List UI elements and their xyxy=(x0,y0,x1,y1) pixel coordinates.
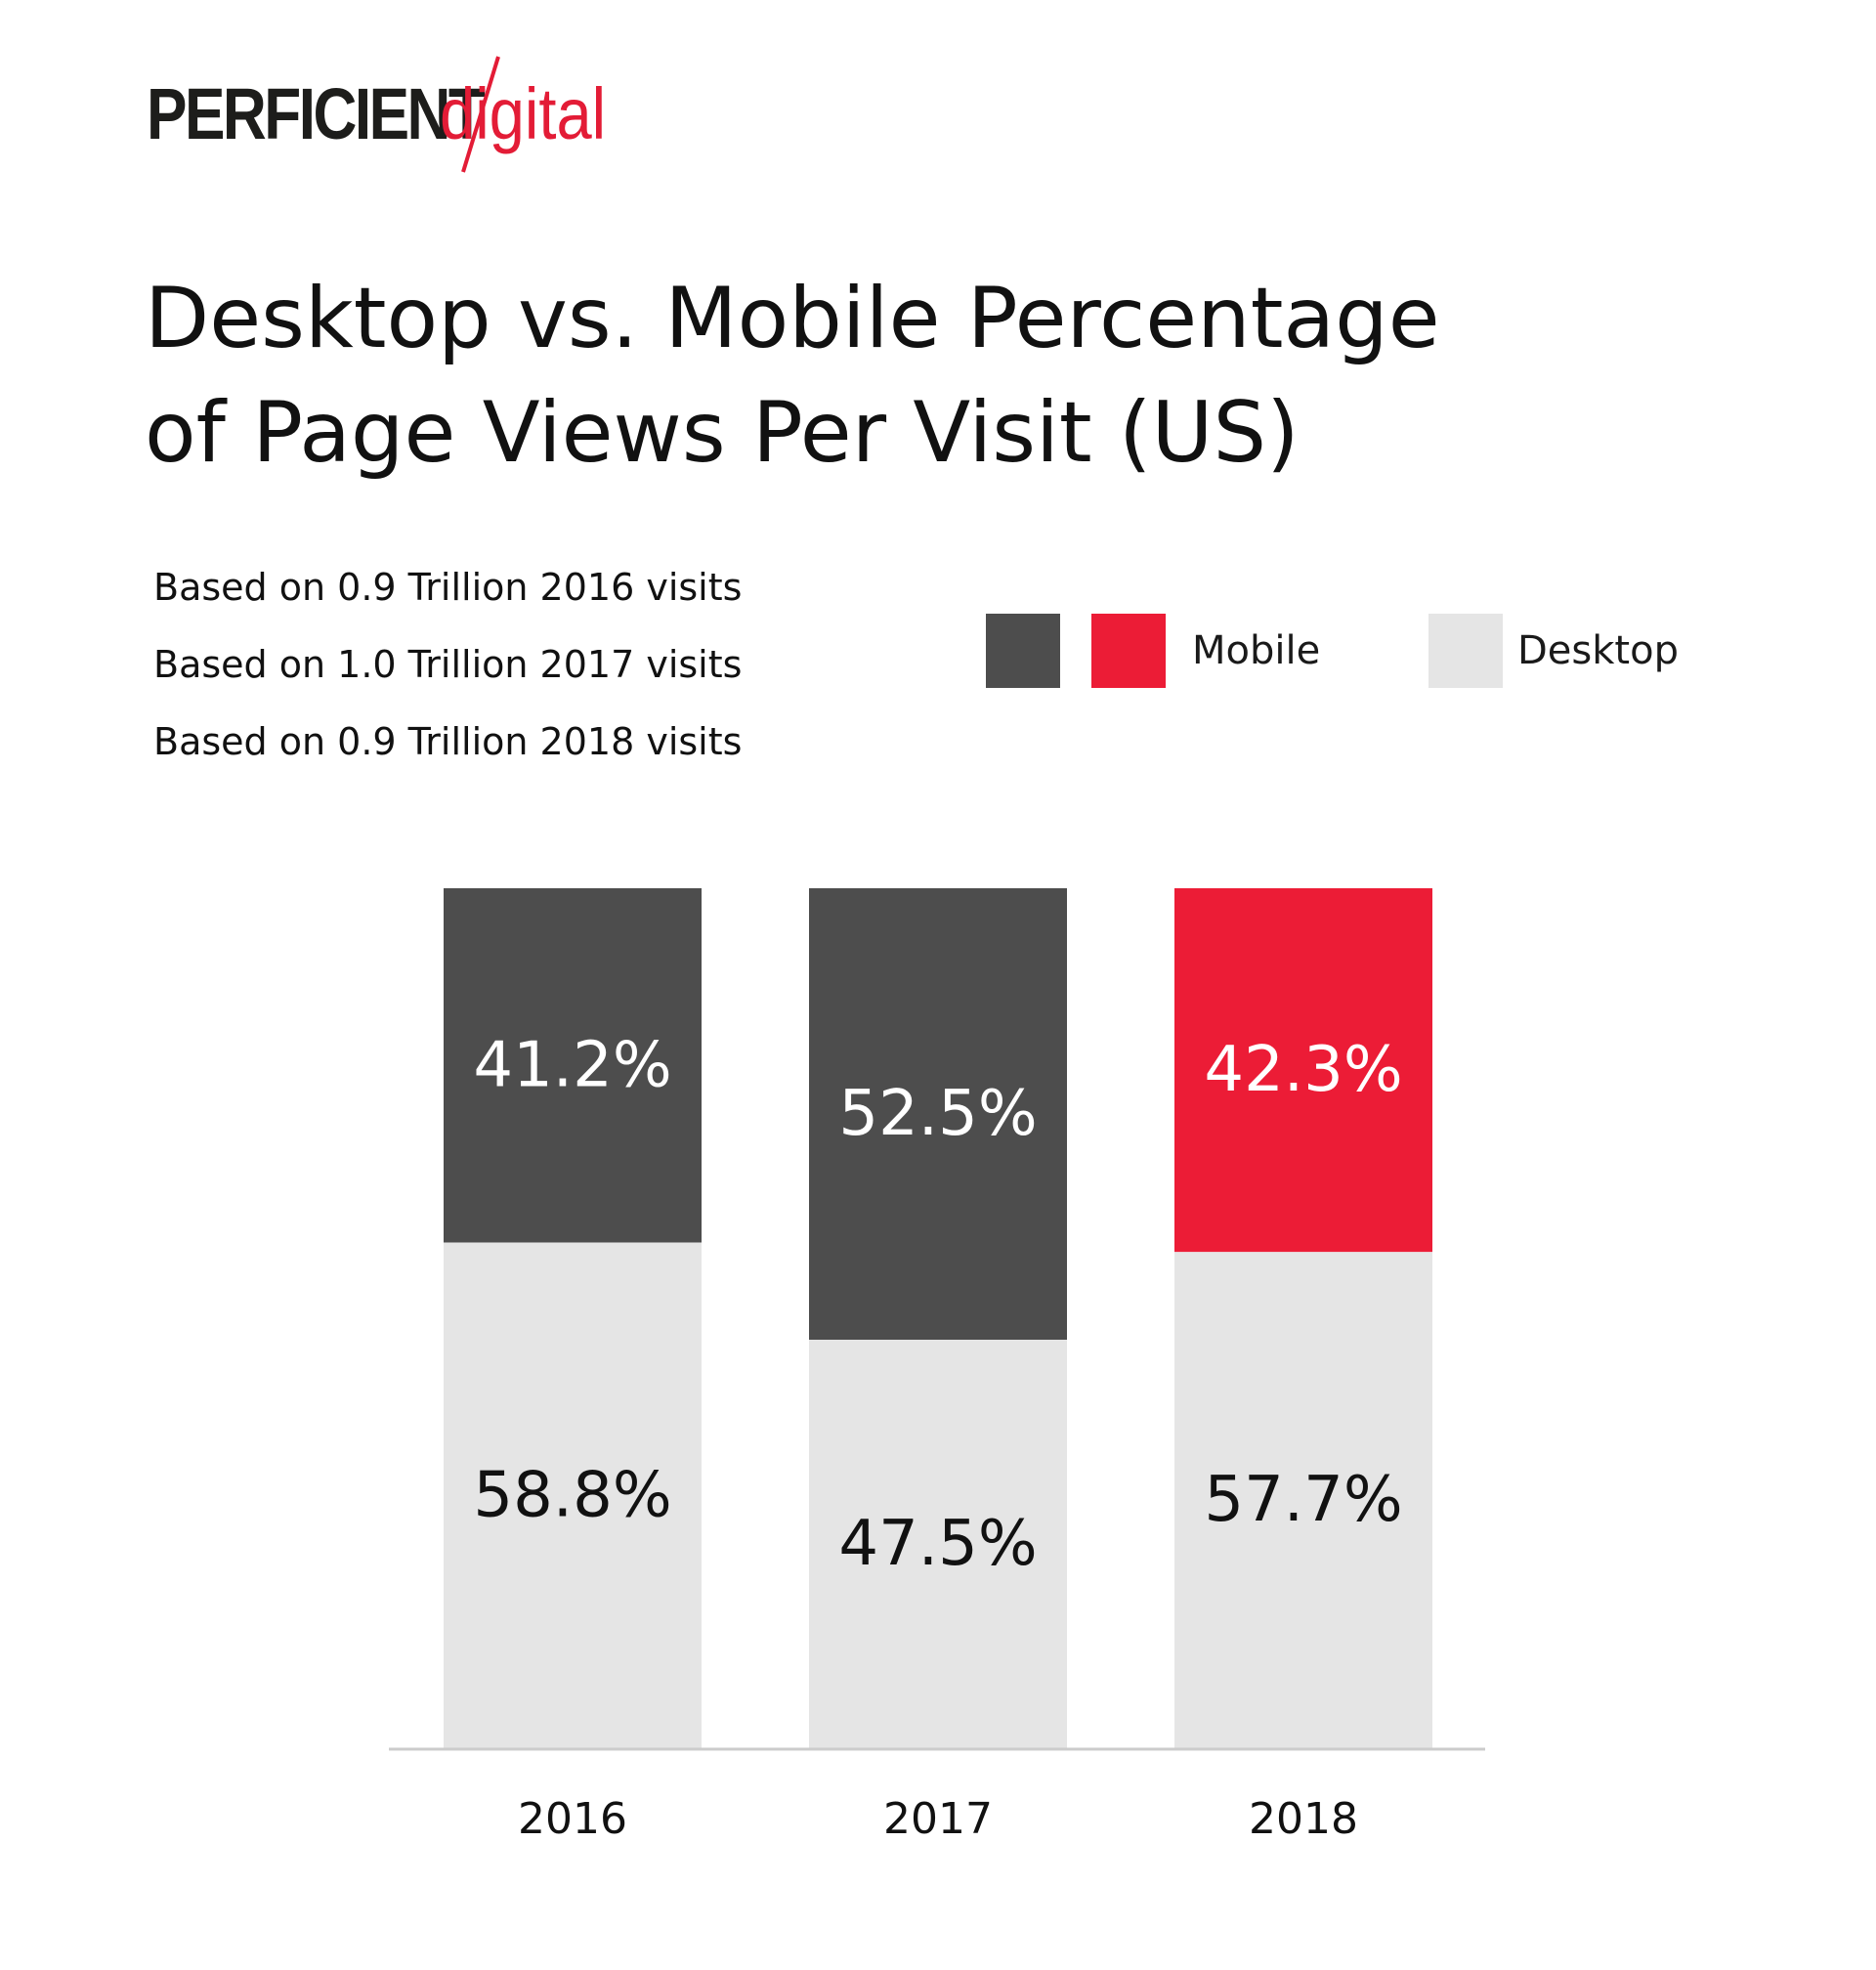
bar-desktop-2018 xyxy=(1174,1252,1432,1748)
legend-label-mobile: Mobile xyxy=(1192,628,1321,673)
data-notes: Based on 0.9 Trillion 2016 visits Based … xyxy=(153,549,742,781)
legend-swatch-desktop xyxy=(1428,614,1503,688)
label-mobile-2017: 52.5% xyxy=(838,1078,1037,1150)
legend-swatch-mobile-red xyxy=(1091,614,1166,688)
chart-title-line-2: of Page Views Per Visit (US) xyxy=(145,384,1300,482)
legend-swatch-mobile-dark xyxy=(986,614,1060,688)
bar-mobile-2017 xyxy=(809,888,1067,1340)
label-desktop-2017: 47.5% xyxy=(838,1508,1037,1580)
label-desktop-2016: 58.8% xyxy=(473,1459,671,1531)
label-mobile-2016: 41.2% xyxy=(473,1029,671,1101)
logo: PERFICIENT digital xyxy=(147,51,694,178)
x-tick-label-2017: 2017 xyxy=(883,1794,993,1844)
logo-secondary-text: digital xyxy=(440,73,607,154)
bar-desktop-2017 xyxy=(809,1340,1067,1748)
chart-legend: Mobile Desktop xyxy=(986,614,1768,690)
bar-mobile-2016 xyxy=(444,888,702,1243)
x-tick-label-2016: 2016 xyxy=(518,1794,627,1844)
x-tick-label-2018: 2018 xyxy=(1249,1794,1358,1844)
chart-title-line-1: Desktop vs. Mobile Percentage xyxy=(145,270,1440,367)
note-2016: Based on 0.9 Trillion 2016 visits xyxy=(153,566,743,609)
legend-label-desktop: Desktop xyxy=(1517,628,1679,673)
label-desktop-2018: 57.7% xyxy=(1204,1464,1402,1536)
bar-desktop-2016 xyxy=(444,1242,702,1748)
bar-mobile-2018 xyxy=(1174,888,1432,1253)
chart-title: Desktop vs. Mobile Percentage of Page Vi… xyxy=(145,262,1440,491)
logo-slash-icon xyxy=(461,56,500,173)
note-2018: Based on 0.9 Trillion 2018 visits xyxy=(153,720,743,763)
logo-primary-text: PERFICIENT xyxy=(147,73,486,154)
note-2017: Based on 1.0 Trillion 2017 visits xyxy=(153,643,743,686)
label-mobile-2018: 42.3% xyxy=(1204,1034,1402,1106)
